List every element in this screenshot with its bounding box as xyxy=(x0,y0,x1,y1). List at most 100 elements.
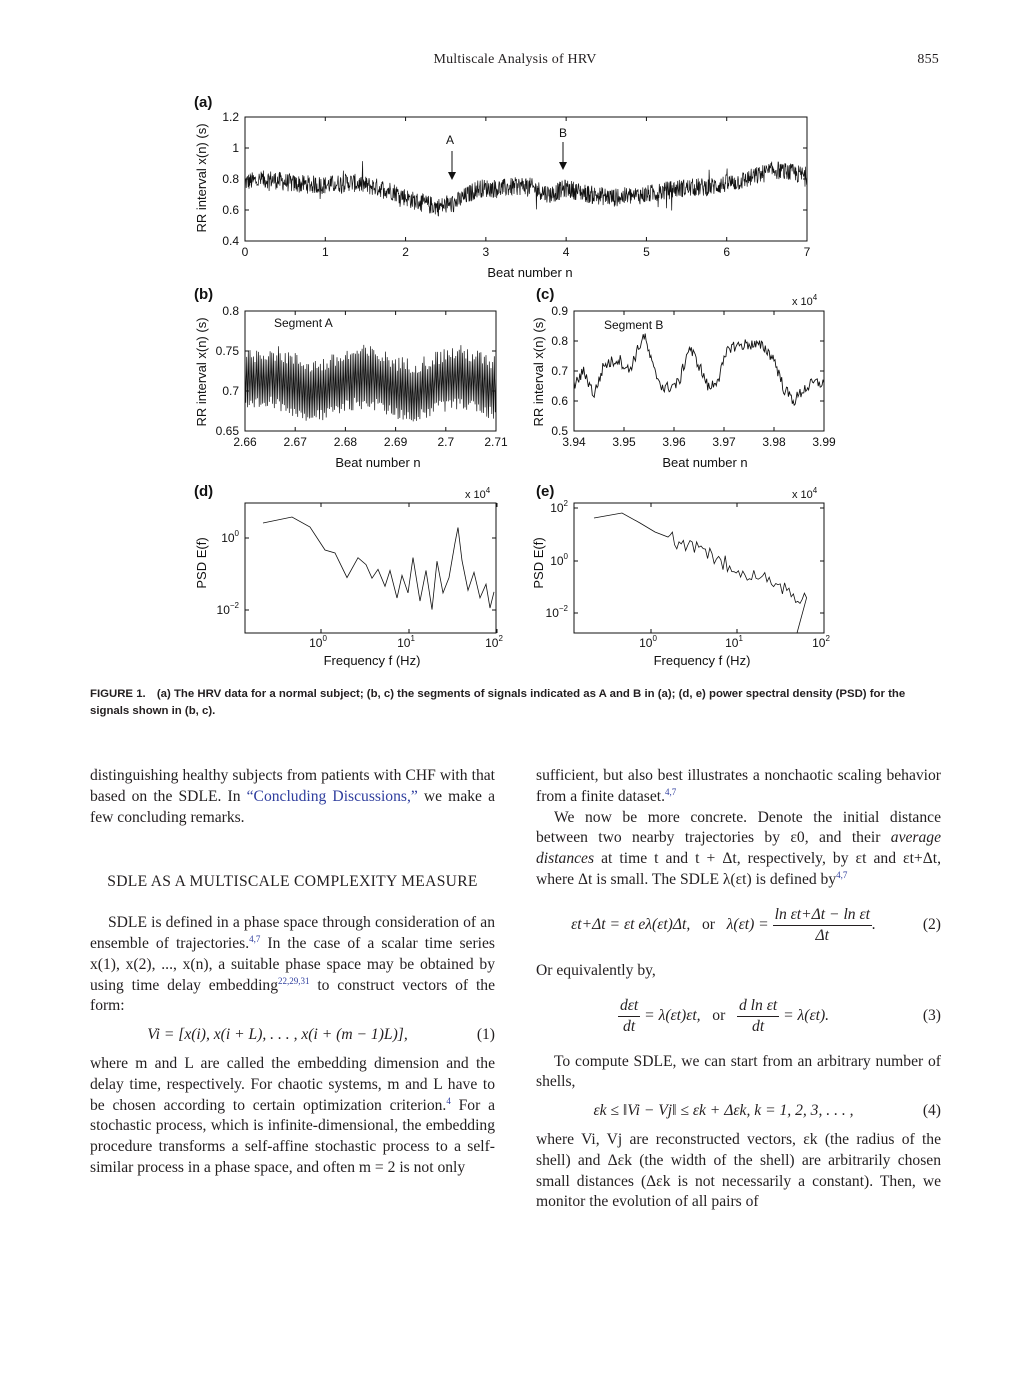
panel-a-xtick-label: 7 xyxy=(804,245,811,259)
right-paragraph-2: We now be more concrete. Denote the init… xyxy=(536,808,941,891)
panel-a-ylabel: RR interval x(n) (s) xyxy=(194,123,209,232)
panel-c-xtick-label: 3.94 xyxy=(562,435,586,449)
right-p2-text-a: We now be more concrete. Denote the init… xyxy=(536,808,941,847)
panel-b-label: (b) xyxy=(194,286,213,303)
panel-c-multiplier: x 104 xyxy=(792,293,818,308)
panel-e-multiplier: x 104 xyxy=(792,486,818,501)
panel-c-xtick-label: 3.95 xyxy=(612,435,636,449)
equation-2-fraction: ln εt+Δt − ln εt Δt xyxy=(772,905,872,946)
panel-e-label: (e) xyxy=(536,483,554,500)
equation-2-numerator: ln εt+Δt − ln εt xyxy=(772,905,872,927)
panel-d: (d) 100 101 102 100 10−2 x 104 Frequency f … xyxy=(194,483,503,668)
left-paragraph-2: SDLE is defined in a phase space through… xyxy=(90,913,495,1017)
panel-c-ylabel: RR interval x(n) (s) xyxy=(531,317,546,426)
panel-b-xtick-label: 2.68 xyxy=(334,435,358,449)
page-number: 855 xyxy=(917,52,939,67)
panel-b-ytick-label: 0.65 xyxy=(216,424,240,438)
panel-c-xtick-label: 3.99 xyxy=(812,435,836,449)
equation-3-or: or xyxy=(712,1007,726,1025)
panel-d-xticks: 100 101 102 xyxy=(309,503,503,650)
figure-1: (a) 0 1 2 3 4 5 6 7 0.4 0.6 0.8 1 1.2 Beat number n… xyxy=(194,94,836,668)
panel-a-ytick-label: 0.6 xyxy=(222,203,239,217)
equation-1-number: (1) xyxy=(476,1026,495,1044)
panel-c-ytick-label: 0.8 xyxy=(551,334,568,348)
panel-c: (c) 3.94 3.95 3.96 3.97 3.98 3.99 0.50.60.70.… xyxy=(531,286,836,470)
panel-b-xtick-label: 2.67 xyxy=(284,435,308,449)
annotation-b: B xyxy=(559,126,567,140)
panel-c-xtick-label: 3.96 xyxy=(662,435,686,449)
panel-b-inset: Segment A xyxy=(274,316,333,330)
panel-a-xtick-label: 4 xyxy=(563,245,570,259)
right-paragraph-1: sufficient, but also best illustrates a … xyxy=(536,766,941,808)
equation-2-denominator: Δt xyxy=(815,927,830,945)
equation-4-expression: εk ≤ ‖Vi − Vj‖ ≤ εk + Δεk, k = 1, 2, 3, … xyxy=(593,1102,854,1120)
equation-3b-rhs: = λ(εt). xyxy=(783,1007,830,1025)
annotation-a-arrowhead xyxy=(448,172,456,180)
figure-caption-text: (a) The HRV data for a normal subject; (… xyxy=(90,688,906,717)
citation-link[interactable]: 4,7 xyxy=(836,869,848,880)
panel-c-xtick-label: 3.98 xyxy=(762,435,786,449)
citation-link[interactable]: 22,29,31 xyxy=(278,975,310,986)
panel-d-label: (d) xyxy=(194,483,213,500)
panel-d-yticks: 100 10−2 xyxy=(217,529,496,617)
panel-b-ytick-label: 0.8 xyxy=(222,304,239,318)
panel-b: (b) 2.66 2.67 2.68 2.69 2.7 2.71 0.650.70.750… xyxy=(194,286,508,470)
citation-link[interactable]: 4,7 xyxy=(249,933,261,944)
panel-d-multiplier: x 104 xyxy=(465,486,491,501)
right-p2-emphasis: average distances xyxy=(536,829,941,868)
panel-e-ylabel: PSD E(f) xyxy=(531,537,546,588)
panel-a-ytick-label: 1 xyxy=(232,141,239,155)
equation-4: εk ≤ ‖Vi − Vj‖ ≤ εk + Δεk, k = 1, 2, 3, … xyxy=(536,1101,941,1122)
equation-2-or: or xyxy=(701,916,715,934)
left-p3-text-a: where m and L are called the embedding d… xyxy=(90,1054,495,1114)
panel-d-xtick-label: 100 xyxy=(309,634,327,650)
panel-b-ytick-label: 0.75 xyxy=(216,344,240,358)
running-header-title: Multiscale Analysis of HRV xyxy=(433,52,597,67)
right-paragraph-5: where Vi, Vj are reconstructed vectors, … xyxy=(536,1130,941,1211)
panel-d-xtick-label: 101 xyxy=(397,634,415,650)
panel-b-ytick-label: 0.7 xyxy=(222,384,239,398)
section-heading: SDLE AS A MULTISCALE COMPLEXITY MEASURE xyxy=(107,873,478,891)
panel-d-xtick-label: 102 xyxy=(485,634,503,650)
citation-link[interactable]: 4 xyxy=(446,1095,451,1106)
left-p1-text-a: distinguishing healthy subjects from pat… xyxy=(90,767,495,805)
figure-caption-label: FIGURE 1. xyxy=(90,688,146,700)
panel-b-xlabel: Beat number n xyxy=(335,455,420,470)
panel-e-ytick-label: 100 xyxy=(550,552,568,568)
panel-b-ylabel: RR interval x(n) (s) xyxy=(194,317,209,426)
left-p2-text-c: to construct vectors of the form: xyxy=(90,976,495,1015)
equation-3a-numerator: dεt xyxy=(617,996,641,1018)
figure-caption: FIGURE 1. (a) The HRV data for a normal … xyxy=(90,686,942,720)
equation-3: dεt dt = λ(εt)εt, or d ln εt dt = λ(εt). (… xyxy=(536,988,941,1046)
panel-b-xtick-label: 2.69 xyxy=(384,435,408,449)
panel-a-xticks: 0 1 2 3 4 5 6 7 xyxy=(242,117,811,259)
panel-a-xtick-label: 2 xyxy=(402,245,409,259)
panel-d-xlabel: Frequency f (Hz) xyxy=(324,653,421,668)
panel-a-label: (a) xyxy=(194,94,212,111)
panel-a-xtick-label: 3 xyxy=(483,245,490,259)
equation-3b-numerator: d ln εt xyxy=(736,996,780,1018)
panel-b-signal xyxy=(244,344,497,422)
panel-d-axes xyxy=(244,502,497,634)
equation-3a-rhs: = λ(εt)εt, xyxy=(644,1007,701,1025)
panel-c-ytick-label: 0.9 xyxy=(551,304,568,318)
panel-e-xtick-label: 100 xyxy=(639,634,657,650)
panel-c-label: (c) xyxy=(536,286,554,303)
equation-1: Vi = [x(i), x(i + L), . . . , x(i + (m −… xyxy=(90,1025,495,1046)
left-column: distinguishing healthy subjects from pat… xyxy=(90,766,495,1179)
citation-link[interactable]: 4,7 xyxy=(665,786,677,797)
concluding-discussions-link[interactable]: “Concluding Discussions,” xyxy=(246,787,418,805)
panel-e-xtick-label: 102 xyxy=(812,634,830,650)
panel-d-ytick-label: 10−2 xyxy=(217,601,240,617)
right-p2-text-b: at time t and t + Δt, respectively, by ε… xyxy=(536,850,941,888)
right-p1-text: sufficient, but also best illustrates a … xyxy=(536,767,941,805)
panel-b-xtick-label: 2.66 xyxy=(233,435,257,449)
equation-3a-denominator: dt xyxy=(623,1018,636,1036)
panel-c-xtick-label: 3.97 xyxy=(712,435,736,449)
annotation-b-arrowhead xyxy=(559,162,567,170)
panel-e: (e) 100 101 102 102 100 10−2 x 104 Frequency… xyxy=(531,483,830,668)
equation-3-fraction-a: dεt dt xyxy=(617,996,641,1037)
right-paragraph-4: To compute SDLE, we can start from an ar… xyxy=(536,1052,941,1091)
right-column: sufficient, but also best illustrates a … xyxy=(536,766,941,1213)
panel-e-xtick-label: 101 xyxy=(725,634,743,650)
